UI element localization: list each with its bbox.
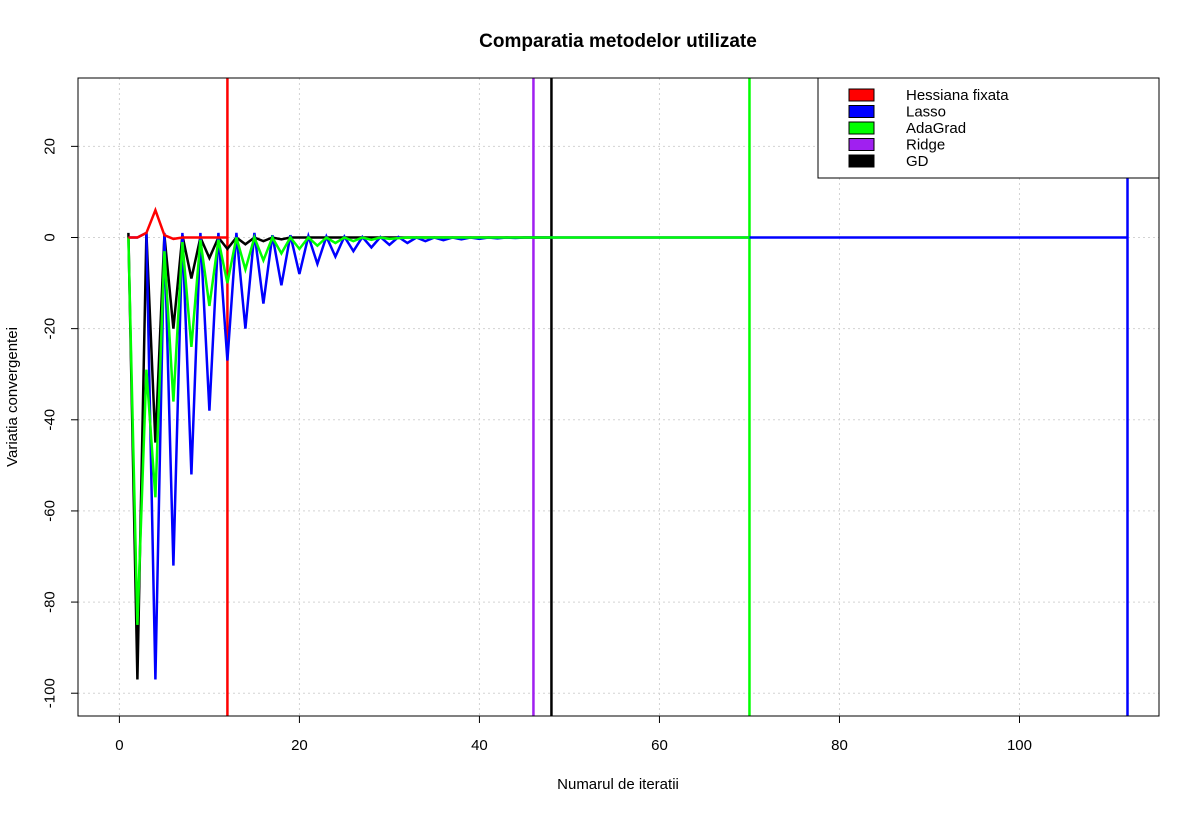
chart-title: Comparatia metodelor utilizate <box>479 31 757 52</box>
stop-lines <box>226 78 1129 716</box>
legend-label: Hessiana fixata <box>906 87 1009 104</box>
x-axis: 0 20 40 60 80 100 <box>115 715 1032 754</box>
legend-swatch <box>848 121 875 135</box>
y-tick-label: -80 <box>42 591 59 613</box>
series-line-adagrad <box>127 233 750 625</box>
x-axis-label: Numarul de iteratii <box>557 776 679 793</box>
y-tick-label: 0 <box>42 233 59 241</box>
series-lines <box>127 206 1128 680</box>
x-tick-label: 40 <box>471 737 488 754</box>
legend-box <box>817 77 1160 179</box>
y-tick-label: -20 <box>42 318 59 340</box>
y-tick-label: -60 <box>42 500 59 522</box>
x-tick-label: 100 <box>1007 737 1032 754</box>
x-tick-label: 20 <box>291 737 308 754</box>
legend-swatch <box>848 105 875 118</box>
y-axis-label: Variatia convergentei <box>4 327 21 467</box>
x-tick-label: 0 <box>115 737 123 754</box>
series-line-lasso <box>128 230 1128 680</box>
legend-label: Ridge <box>906 137 945 154</box>
x-tick-label: 80 <box>831 737 848 754</box>
y-tick-label: 20 <box>42 138 59 155</box>
y-tick-label: -40 <box>42 409 59 431</box>
legend-label: GD <box>906 153 929 170</box>
legend-swatch <box>848 88 875 102</box>
legend-swatch <box>848 138 875 151</box>
y-tick-label: -100 <box>42 678 59 708</box>
y-axis: 20 0 -20 -40 -60 -80 -100 <box>42 138 79 708</box>
legend-label: AdaGrad <box>906 120 966 137</box>
legend-swatch <box>848 154 875 168</box>
legend-label: Lasso <box>906 104 946 121</box>
series-line-hessiana-fixata <box>128 206 228 241</box>
x-tick-label: 60 <box>651 737 668 754</box>
